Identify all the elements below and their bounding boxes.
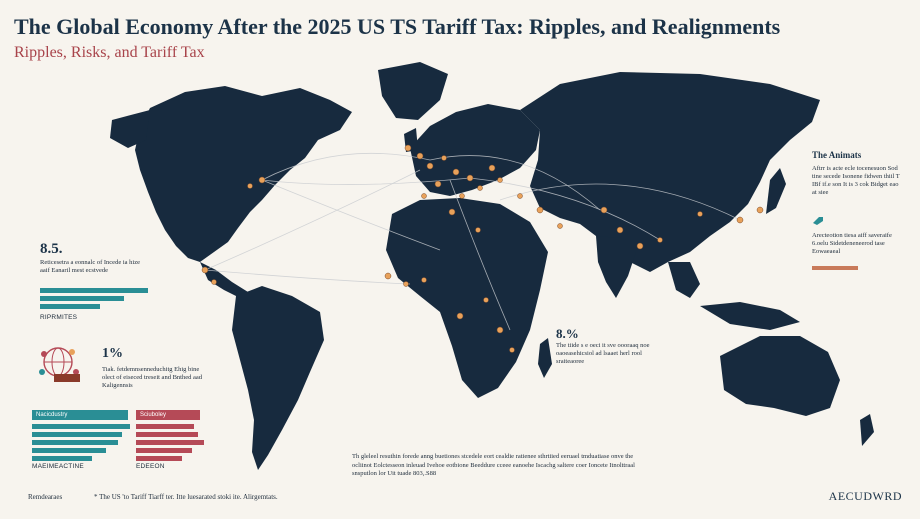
greenland-landmass: [378, 62, 448, 120]
industry-tab: Nacicdustry: [32, 410, 128, 420]
mid-stat-note: The tiide s e oeci it sve oooraaq noe oa…: [556, 342, 650, 365]
south-america-landmass: [232, 286, 324, 470]
globe-network-icon: [39, 347, 80, 382]
right-panel-note: Aftrr is acte ecle tocenesuon Sod tine s…: [812, 165, 900, 196]
footer-left: Remdearaes: [28, 493, 63, 501]
indonesia-landmass: [700, 302, 800, 330]
mid-stat-value: 8.%: [556, 326, 579, 341]
india-landmass: [596, 236, 636, 298]
society-tab: Sciuboley: [136, 410, 200, 420]
page-subtitle: Ripples, Risks, and Tariff Tax: [14, 44, 205, 61]
right-panel-heading: The Animats: [812, 150, 862, 160]
north-america-landmass: [135, 86, 352, 262]
left-stat-1-note: Reticesetra a eonnalc of Incede ia hize …: [40, 259, 140, 274]
left-stat-1-bar-1: [40, 288, 148, 293]
japan-landmass: [766, 168, 786, 214]
brand-logo: AECUDWRD: [828, 489, 902, 503]
footer-text: * The US 'to Tariff Tiarff ter. Itte lue…: [93, 493, 278, 501]
alaska-landmass: [110, 110, 150, 148]
left-stat-2-note: Tiak. fetdemnsenneduchitg Ehig bine olec…: [102, 366, 202, 389]
society-label: EDEEON: [136, 463, 165, 470]
asia-landmass: [520, 72, 820, 272]
hub-markers: [201, 144, 764, 353]
society-bar-4: [136, 448, 192, 453]
society-bar-2: [136, 432, 198, 437]
industry-bar-1: [32, 424, 130, 429]
industry-bar-4: [32, 448, 106, 453]
left-stat-2-value: 1%: [102, 346, 123, 361]
society-bar-5: [136, 456, 182, 461]
new-zealand-landmass: [860, 414, 874, 446]
tag-icon: [813, 217, 823, 225]
left-stat-1-bar-2: [40, 296, 124, 301]
industry-bar-2: [32, 432, 122, 437]
center-note: Th gleleel resuthin forede anng buetione…: [352, 453, 635, 477]
australia-landmass: [720, 336, 840, 416]
industry-bar-3: [32, 440, 118, 445]
left-stat-1-bar-label: RIPRMITES: [40, 314, 78, 321]
madagascar-landmass: [538, 338, 552, 378]
right-panel-bar: [812, 266, 858, 270]
page-title: The Global Economy After the 2025 US TS …: [14, 14, 781, 39]
society-bar-3: [136, 440, 204, 445]
right-panel-note-2: Arecteotion tiesa aiff saveraife 6.oelu …: [812, 232, 892, 255]
southeast-asia-landmass: [668, 262, 700, 298]
europe-landmass: [410, 104, 540, 196]
industry-label: MAEIMEACTINE: [32, 463, 84, 470]
trade-routes: [204, 152, 741, 331]
left-stat-1-value: 8.5.: [40, 241, 63, 257]
left-stat-1-bar-3: [40, 304, 100, 309]
africa-landmass: [386, 198, 548, 398]
industry-bar-5: [32, 456, 92, 461]
central-america-landmass: [200, 262, 248, 298]
footer: Remdearaes * The US 'to Tariff Tiarff te…: [28, 493, 278, 501]
society-bar-1: [136, 424, 194, 429]
